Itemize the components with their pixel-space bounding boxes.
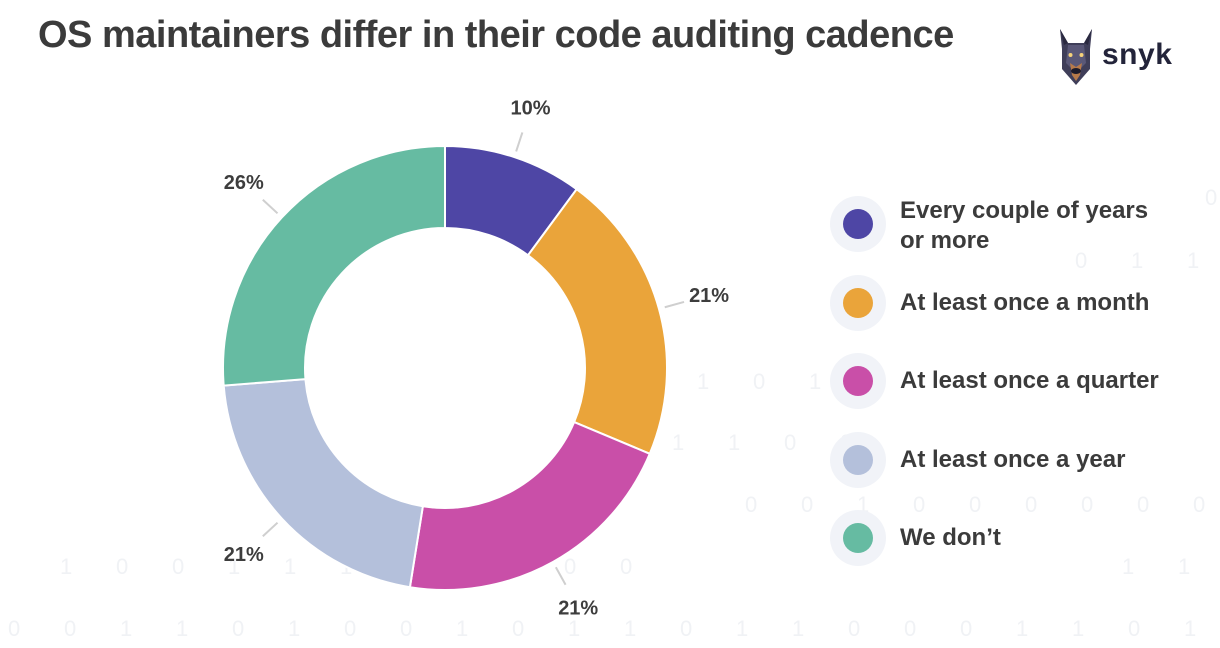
background-digit: 0 — [680, 616, 692, 641]
legend-item: At least once a month — [830, 275, 1170, 331]
background-digit: 1 — [697, 369, 709, 394]
background-digit: 0 — [969, 492, 981, 517]
legend-item: At least once a quarter — [830, 353, 1170, 409]
donut-slice — [526, 187, 668, 456]
legend-swatch-ring — [830, 510, 886, 566]
background-digit: 1 — [792, 616, 804, 641]
background-digit: 0 — [960, 616, 972, 641]
background-digit: 1 — [1131, 248, 1143, 273]
label-leader-line — [664, 300, 685, 309]
background-digit: 1 — [176, 616, 188, 641]
background-digit: 1 — [288, 616, 300, 641]
background-digit: 0 — [232, 616, 244, 641]
snyk-wordmark: snyk — [1102, 38, 1173, 71]
legend-swatch — [843, 288, 873, 318]
snyk-logo: snyk — [1056, 22, 1172, 88]
legend-swatch — [843, 366, 873, 396]
background-digit: 1 — [1187, 248, 1199, 273]
legend-swatch — [843, 209, 873, 239]
legend-label: At least once a month — [900, 289, 1150, 316]
legend-item: We don’t — [830, 510, 1170, 566]
slice-data-label: 21% — [224, 544, 264, 566]
background-digit: 1 — [1122, 554, 1134, 579]
label-leader-line — [262, 521, 279, 538]
background-digit: 0 — [1081, 492, 1093, 517]
label-leader-line — [262, 198, 279, 215]
background-digit: 1 — [1016, 616, 1028, 641]
background-digit: 1 — [624, 616, 636, 641]
background-digit: 0 — [848, 616, 860, 641]
legend-label: At least once a year — [900, 446, 1126, 473]
donut-slice — [408, 420, 652, 591]
slice-data-label: 26% — [224, 172, 264, 194]
donut-slice — [222, 144, 446, 387]
background-digit: 1 — [1072, 616, 1084, 641]
background-digit: 1 — [568, 616, 580, 641]
slice-data-label: 21% — [558, 597, 598, 619]
background-digit: 0 — [116, 554, 128, 579]
background-digit: 0 — [1128, 616, 1140, 641]
legend-label: We don’t — [900, 524, 1001, 551]
background-digit: 0 — [400, 616, 412, 641]
background-digit: 0 — [512, 616, 524, 641]
legend-swatch-ring — [830, 275, 886, 331]
background-digit: 0 — [1025, 492, 1037, 517]
background-digit: 1 — [456, 616, 468, 641]
legend-label: At least once a quarter — [900, 367, 1159, 394]
background-digit: 0 — [8, 616, 20, 641]
background-digit: 1 — [728, 430, 740, 455]
legend-swatch-ring — [830, 353, 886, 409]
background-digit: 0 — [620, 554, 632, 579]
background-digit: 1 — [1178, 554, 1190, 579]
background-digit: 0 — [1137, 492, 1149, 517]
background-digit: 1 — [736, 616, 748, 641]
background-digit: 0 — [64, 616, 76, 641]
background-digit: 1 — [60, 554, 72, 579]
background-digit: 1 — [228, 554, 240, 579]
background-digit: 1 — [120, 616, 132, 641]
background-digit: 1 — [809, 369, 821, 394]
background-digit: 0 — [745, 492, 757, 517]
label-leader-line — [515, 132, 524, 152]
background-digit: 0 — [344, 616, 356, 641]
background-digit: 0 — [1205, 185, 1217, 210]
background-digit: 1 — [284, 554, 296, 579]
legend-swatch — [843, 523, 873, 553]
slice-data-label: 10% — [510, 98, 550, 120]
snyk-doberman-icon — [1060, 29, 1092, 85]
background-digit: 0 — [913, 492, 925, 517]
donut-slice — [222, 378, 425, 589]
background-digit: 0 — [1193, 492, 1205, 517]
background-digit: 0 — [564, 554, 576, 579]
background-digit: 1 — [1184, 616, 1196, 641]
background-digit: 0 — [801, 492, 813, 517]
background-digit: 1 — [672, 430, 684, 455]
legend-item: At least once a year — [830, 432, 1170, 488]
slice-data-label: 21% — [689, 285, 729, 307]
legend-item: Every couple of years or more — [830, 196, 1170, 256]
legend-swatch-ring — [830, 196, 886, 252]
donut-chart: 10% 21% 21% 21% 26% — [222, 98, 729, 619]
label-leader-line — [554, 566, 567, 586]
page-title: OS maintainers differ in their code audi… — [38, 14, 954, 56]
background-digit: 0 — [904, 616, 916, 641]
legend-swatch-ring — [830, 432, 886, 488]
background-digit: 0 — [172, 554, 184, 579]
background-digit: 0 — [753, 369, 765, 394]
background-digit: 0 — [784, 430, 796, 455]
background-digit: 0 — [1075, 248, 1087, 273]
legend-swatch — [843, 445, 873, 475]
legend-label: Every couple of years or more — [900, 197, 1149, 254]
